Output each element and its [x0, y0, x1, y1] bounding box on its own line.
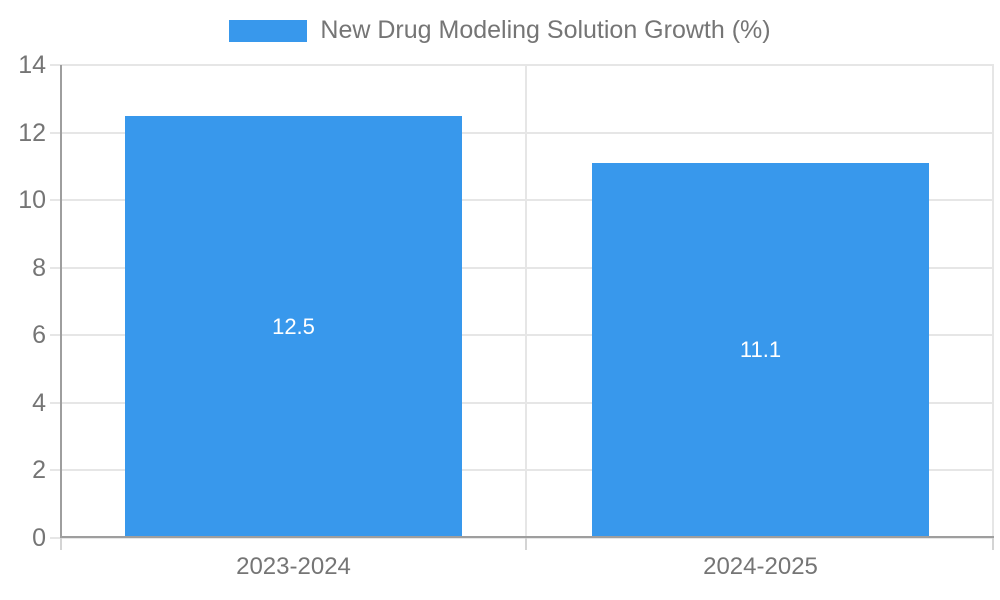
bar-2023-2024[interactable]: 12.5 [125, 115, 462, 538]
y-gridline [50, 537, 994, 539]
bar-value-label: 11.1 [739, 337, 782, 363]
axis-boundary-tick [992, 538, 994, 550]
bar-value-label: 12.5 [272, 313, 315, 339]
y-tick-label: 10 [18, 186, 46, 215]
category-boundary-line [992, 65, 994, 538]
axis-boundary-tick [60, 538, 62, 550]
y-tick-label: 14 [18, 51, 46, 79]
y-tick-label: 0 [32, 524, 46, 552]
y-gridline [50, 64, 994, 66]
y-tick-label: 12 [18, 118, 46, 147]
axis-boundary-tick [525, 538, 527, 550]
x-tick-label: 2024-2025 [703, 553, 818, 580]
y-axis-line [60, 65, 62, 538]
y-gridline [50, 199, 994, 202]
y-tick-label: 8 [32, 253, 46, 282]
x-tick-label: 2023-2024 [236, 553, 351, 580]
chart-legend[interactable]: New Drug Modeling Solution Growth (%) [0, 18, 1000, 43]
y-tick-label: 4 [32, 388, 46, 417]
y-gridline [50, 131, 994, 134]
x-axis-line [60, 536, 994, 538]
y-gridline [50, 266, 994, 269]
y-tick-label: 6 [32, 321, 46, 350]
category-boundary-line [525, 65, 527, 538]
bar-2024-2025[interactable]: 11.1 [592, 162, 929, 538]
legend-label: New Drug Modeling Solution Growth (%) [320, 16, 771, 44]
y-gridline [50, 334, 994, 337]
legend-swatch [229, 19, 308, 42]
y-gridline [50, 401, 994, 404]
y-gridline [50, 469, 994, 472]
y-tick-label: 2 [32, 456, 46, 485]
plot-area: 0 2 4 6 8 10 12 14 12.5 2023-2024 11.1 2024-2025 [18, 51, 994, 579]
